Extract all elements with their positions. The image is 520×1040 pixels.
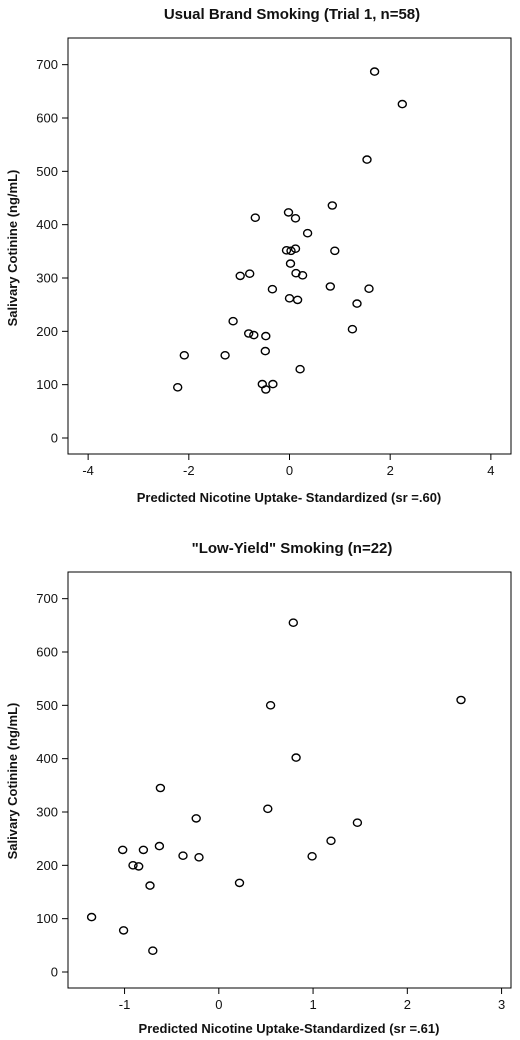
data-point: [268, 379, 278, 389]
y-tick-label: 100: [36, 911, 58, 926]
data-point: [302, 228, 313, 238]
data-point: [194, 853, 204, 862]
chart-title: Usual Brand Smoking (Trial 1, n=58): [164, 6, 420, 23]
data-point: [288, 618, 298, 628]
data-point: [261, 385, 271, 394]
data-point: [292, 295, 303, 305]
data-point: [155, 783, 166, 793]
y-tick-label: 700: [36, 591, 58, 606]
data-point: [456, 695, 466, 705]
data-point: [138, 845, 149, 855]
y-tick-label: 200: [36, 324, 58, 339]
data-point: [172, 382, 183, 392]
data-point: [297, 270, 308, 280]
data-point: [179, 350, 190, 360]
y-axis-label: Salivary Cotinine (ng/mL): [5, 170, 20, 327]
plot-frame: [67, 571, 512, 989]
data-point: [249, 330, 259, 340]
data-point: [234, 878, 245, 888]
data-point: [291, 753, 301, 762]
data-point: [235, 271, 245, 281]
y-tick-label: 0: [51, 965, 58, 980]
y-tick-label: 600: [36, 111, 58, 126]
data-point: [86, 912, 97, 922]
data-point: [290, 244, 301, 253]
data-point: [330, 246, 340, 256]
x-ticks: -1 0 1 2 3: [119, 988, 505, 1012]
data-point: [267, 284, 278, 294]
x-tick-label: 3: [498, 997, 505, 1012]
data-point: [220, 350, 230, 360]
chart-low-yield: "Low-Yield" Smoking (n=22) -1 0 1 2 3 0 100 20…: [5, 540, 512, 1036]
data-point: [244, 269, 255, 279]
data-point: [118, 926, 129, 935]
y-tick-label: 300: [36, 805, 58, 820]
x-tick-label: 2: [387, 463, 394, 478]
data-point: [133, 862, 144, 871]
chart-title: "Low-Yield" Smoking (n=22): [192, 540, 393, 557]
x-tick-label: 0: [215, 997, 222, 1012]
data-point: [326, 836, 336, 846]
data-point: [191, 814, 201, 823]
data-point: [117, 845, 128, 855]
data-point: [364, 284, 374, 294]
x-tick-label: -1: [119, 997, 131, 1012]
data-point: [128, 861, 138, 870]
x-axis-label: Predicted Nicotine Uptake- Standardized …: [137, 490, 442, 505]
data-point: [325, 282, 335, 291]
y-tick-label: 400: [36, 751, 58, 766]
y-tick-label: 100: [36, 377, 58, 392]
data-point: [145, 881, 155, 890]
data-point: [178, 851, 188, 861]
y-tick-label: 700: [36, 57, 58, 72]
data-point: [307, 852, 317, 861]
x-tick-label: 1: [309, 997, 316, 1012]
data-point: [290, 213, 301, 223]
data-point: [283, 208, 294, 217]
y-tick-label: 0: [51, 431, 58, 446]
y-axis-label: Salivary Cotinine (ng/mL): [5, 703, 20, 860]
data-point: [281, 245, 292, 255]
x-tick-label: -2: [183, 463, 195, 478]
y-tick-label: 500: [36, 698, 58, 713]
data-point: [284, 293, 295, 303]
y-tick-label: 500: [36, 164, 58, 179]
data-point: [250, 213, 261, 222]
data-point: [261, 331, 271, 341]
x-ticks: -4 -2 0 2 4: [82, 454, 494, 478]
data-point: [295, 364, 305, 374]
y-tick-label: 300: [36, 271, 58, 286]
data-point: [263, 804, 273, 814]
data-point: [148, 946, 158, 956]
x-tick-label: 0: [286, 463, 293, 478]
points: [172, 67, 407, 394]
data-point: [327, 201, 337, 210]
x-tick-label: -4: [82, 463, 94, 478]
data-point: [265, 701, 276, 710]
data-point: [397, 99, 407, 109]
data-point: [352, 818, 363, 828]
data-point: [228, 316, 238, 326]
y-ticks: 0 100 200 300 400 500 600 700: [36, 57, 68, 446]
data-point: [362, 155, 372, 164]
chart-usual-brand: Usual Brand Smoking (Trial 1, n=58) -4 -2…: [5, 6, 512, 505]
data-point: [369, 67, 380, 76]
y-tick-label: 400: [36, 217, 58, 232]
data-point: [260, 346, 270, 356]
plot-frame: [67, 37, 512, 455]
data-point: [347, 324, 358, 334]
points: [86, 618, 466, 956]
y-ticks: 0 100 200 300 400 500 600 700: [36, 591, 68, 980]
data-point: [243, 329, 254, 338]
y-tick-label: 600: [36, 645, 58, 660]
x-axis-label: Predicted Nicotine Uptake-Standardized (…: [139, 1021, 440, 1036]
x-tick-label: 2: [404, 997, 411, 1012]
x-tick-label: 4: [487, 463, 494, 478]
data-point: [285, 259, 296, 268]
data-point: [154, 841, 165, 851]
data-point: [286, 246, 296, 256]
y-tick-label: 200: [36, 858, 58, 873]
data-point: [352, 299, 362, 308]
